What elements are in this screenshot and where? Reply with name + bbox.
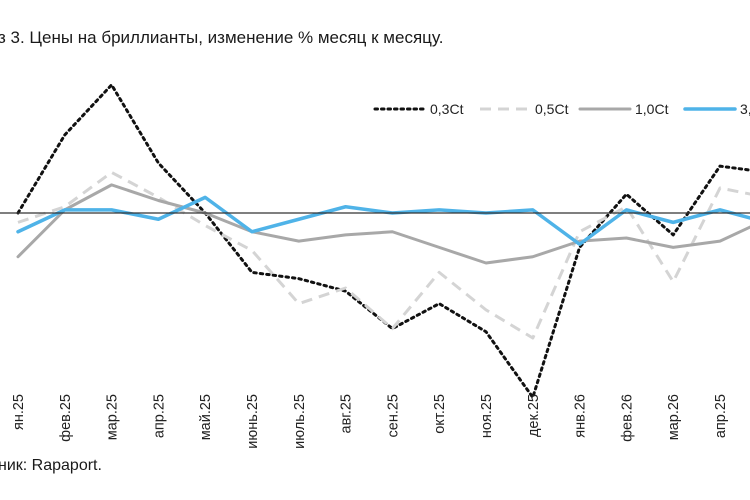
legend-label-3: 1,0Ct xyxy=(635,101,669,117)
source-note: ник: Rapaport. xyxy=(0,457,102,474)
x-tick-label: апр.25 xyxy=(151,394,167,438)
chart-title: з 3. Цены на бриллианты, изменение % мес… xyxy=(0,28,444,47)
x-tick-label: янв.26 xyxy=(573,394,589,438)
x-tick-label: авг.25 xyxy=(339,394,355,433)
x-tick-label: фев.26 xyxy=(619,394,635,442)
x-tick-label: май.25 xyxy=(198,394,214,440)
series-line-1 xyxy=(16,83,750,399)
legend-label-4: 3, xyxy=(740,101,750,117)
x-tick-label: июнь.25 xyxy=(245,394,261,449)
x-tick-label: ноя.25 xyxy=(479,394,495,438)
x-tick-labels: ян.25 фев.25 мар.25 апр.25 май.25 июнь.25 июль… xyxy=(11,394,729,449)
x-tick-label: апр.25 xyxy=(713,394,729,438)
legend-label-1: 0,3Ct xyxy=(430,101,464,117)
legend: 0,3Ct 0,5Ct 1,0Ct 3, xyxy=(373,101,750,117)
series-layer xyxy=(16,83,750,399)
x-tick-label: фев.25 xyxy=(58,394,74,442)
x-tick-label: июль.25 xyxy=(292,394,308,449)
series-line-4 xyxy=(16,195,750,246)
x-tick-label: сен.25 xyxy=(385,394,401,437)
legend-label-2: 0,5Ct xyxy=(535,101,569,117)
series-line-2 xyxy=(17,170,750,340)
x-tick-label: мар.26 xyxy=(666,394,682,440)
x-tick-label: дек.25 xyxy=(526,394,542,437)
x-tick-label: окт.25 xyxy=(432,394,448,434)
x-tick-label: мар.25 xyxy=(105,394,121,440)
x-tick-label: ян.25 xyxy=(11,394,27,430)
series-line-3 xyxy=(16,183,750,265)
